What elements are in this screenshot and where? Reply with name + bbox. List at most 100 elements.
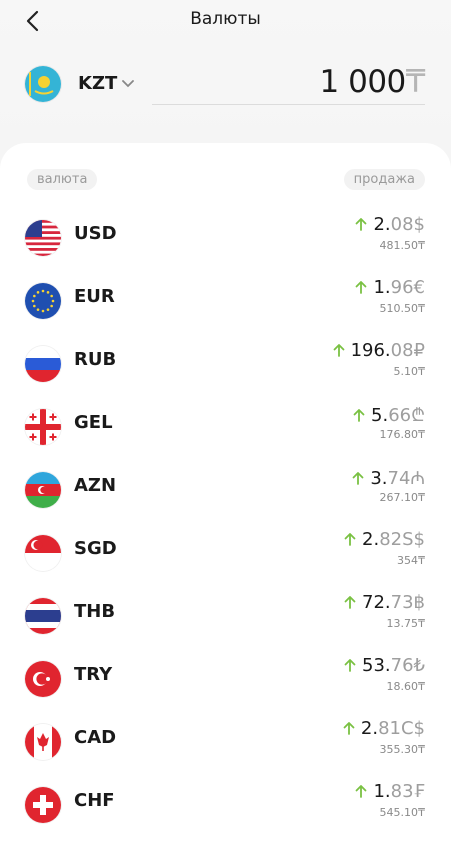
- currency-row: USD 2.08$ 481.50₸: [0, 207, 451, 270]
- flag-icon: [25, 535, 61, 571]
- currency-row: CHF 1.83₣ 545.10₸: [0, 774, 451, 837]
- price-fraction: 96: [390, 277, 414, 298]
- column-header: продажа: [343, 169, 425, 190]
- sell-price: 1.83₣: [355, 781, 425, 802]
- currency-code: TRY: [74, 664, 113, 685]
- price-whole: 2.: [362, 529, 380, 550]
- flag-icon: [25, 283, 61, 319]
- trend-up-arrow: [356, 218, 367, 231]
- flag-icon: [25, 724, 61, 760]
- column-header: валюта: [27, 169, 98, 190]
- rate-in-base: 510.50₸: [379, 302, 426, 315]
- price-symbol: ₣: [413, 781, 425, 802]
- price-fraction: 08: [390, 214, 414, 235]
- screen-title: Валюты: [190, 9, 261, 29]
- rate-in-base: 5.10₸: [393, 365, 426, 378]
- price-fraction: 66: [388, 405, 412, 426]
- rate-in-base: 354₸: [397, 554, 425, 567]
- currency-code: CAD: [74, 727, 117, 748]
- trend-up-arrow: [353, 409, 365, 422]
- currency-code: EUR: [74, 286, 115, 307]
- price-symbol: $: [413, 214, 425, 235]
- amount-symbol: ₸: [405, 64, 426, 100]
- back-button[interactable]: [24, 10, 42, 32]
- sell-price: 72.73฿: [344, 592, 425, 613]
- currency-code: THB: [74, 601, 116, 622]
- rate-in-base: 545.10₸: [379, 806, 426, 819]
- rate-in-base: 18.60₸: [386, 680, 426, 693]
- trend-up-arrow: [356, 281, 367, 294]
- price-fraction: 83: [390, 781, 414, 802]
- currency-code: RUB: [74, 349, 117, 370]
- rate-in-base: 355.30₸: [379, 743, 426, 756]
- input-underline: [152, 104, 425, 105]
- sell-price: 5.66₾: [353, 403, 425, 427]
- price-whole: 3.: [370, 468, 388, 489]
- currency-row: EUR 1.96€ 510.50₸: [0, 270, 451, 333]
- price-symbol: ₼: [410, 468, 425, 489]
- sell-price: 2.82S$: [344, 529, 425, 550]
- price-whole: 1.: [373, 781, 391, 802]
- price-whole: 2.: [373, 214, 391, 235]
- price-symbol: C$: [400, 718, 425, 739]
- sell-price: 2.08$: [355, 214, 425, 235]
- amount-input[interactable]: 1 000₸: [319, 64, 426, 100]
- price-whole: 5.: [371, 405, 389, 426]
- sell-price: 2.81C$: [343, 718, 425, 739]
- flag-icon: [25, 661, 61, 697]
- sell-price: 196.08₽: [333, 340, 425, 361]
- trend-up-arrow: [344, 659, 356, 672]
- currency-card: [0, 143, 451, 843]
- currency-row: TRY 53.76₺ 18.60₸: [0, 648, 451, 711]
- price-symbol: ₽: [413, 340, 425, 361]
- sell-price: 1.96€: [355, 277, 425, 298]
- flag-icon: [25, 598, 61, 634]
- currency-row: SGD 2.82S$ 354₸: [0, 522, 451, 585]
- screen: {"header": {"title": "Валюты"}, "base": …: [0, 0, 451, 823]
- price-symbol: €: [413, 277, 425, 298]
- currency-code: CHF: [74, 790, 115, 811]
- base-currency[interactable]: KZT: [78, 73, 118, 94]
- sell-price: 3.74₼: [352, 466, 425, 490]
- price-fraction: 73: [390, 592, 414, 613]
- trend-up-arrow: [343, 722, 355, 735]
- currency-row: GEL 5.66₾ 176.80₸: [0, 396, 451, 459]
- trend-up-arrow: [344, 596, 356, 609]
- price-symbol: ₾: [411, 405, 425, 426]
- amount-value: 1 000: [319, 64, 407, 100]
- currency-code: AZN: [74, 475, 117, 496]
- price-fraction: 81: [378, 718, 401, 739]
- price-whole: 1.: [373, 277, 391, 298]
- currency-row: AZN 3.74₼ 267.10₸: [0, 459, 451, 522]
- price-fraction: 76: [390, 655, 414, 676]
- dropdown-chevron[interactable]: [121, 79, 135, 89]
- flag-icon: [25, 787, 61, 823]
- flag-icon: [25, 472, 61, 508]
- rate-in-base: 481.50₸: [379, 239, 426, 252]
- currency-row: THB 72.73฿ 13.75₸: [0, 585, 451, 648]
- price-whole: 53.: [362, 655, 391, 676]
- trend-up-arrow: [344, 533, 356, 546]
- currency-code: USD: [74, 223, 117, 244]
- price-fraction: 82: [379, 529, 403, 550]
- currency-code: GEL: [74, 412, 113, 433]
- flag-icon: [25, 409, 61, 445]
- flag-icon: [25, 66, 61, 102]
- price-fraction: 08: [390, 340, 414, 361]
- trend-up-arrow: [352, 472, 364, 485]
- price-symbol: ฿: [413, 592, 425, 613]
- flag-icon: [25, 220, 61, 256]
- price-symbol: S$: [402, 529, 425, 550]
- currency-row: RUB 196.08₽ 5.10₸: [0, 333, 451, 396]
- currency-code: SGD: [74, 538, 117, 559]
- price-symbol: ₺: [413, 655, 425, 676]
- flag-icon: [25, 346, 61, 382]
- trend-up-arrow: [333, 344, 344, 357]
- rate-in-base: 176.80₸: [379, 428, 426, 441]
- rate-in-base: 13.75₸: [386, 617, 426, 630]
- currency-row: CAD 2.81C$ 355.30₸: [0, 711, 451, 774]
- trend-up-arrow: [356, 785, 367, 798]
- price-whole: 196.: [350, 340, 391, 361]
- price-fraction: 74: [387, 468, 411, 489]
- price-whole: 2.: [360, 718, 379, 739]
